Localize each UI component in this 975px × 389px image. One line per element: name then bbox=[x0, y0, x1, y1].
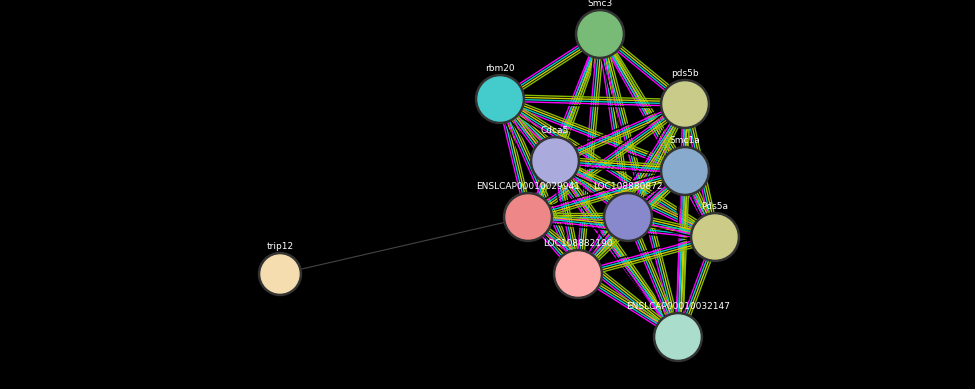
Text: LOC108880872: LOC108880872 bbox=[593, 182, 663, 191]
Circle shape bbox=[690, 212, 739, 261]
Circle shape bbox=[653, 312, 703, 361]
Circle shape bbox=[503, 193, 553, 242]
Circle shape bbox=[258, 252, 301, 296]
Text: ENSLCAP00010032147: ENSLCAP00010032147 bbox=[626, 302, 730, 311]
Text: Cdca5: Cdca5 bbox=[541, 126, 569, 135]
Circle shape bbox=[656, 315, 700, 359]
Text: Smc3: Smc3 bbox=[587, 0, 612, 8]
Text: ENSLCAP00010029941: ENSLCAP00010029941 bbox=[476, 182, 580, 191]
Circle shape bbox=[606, 195, 650, 239]
Text: LOC108882190: LOC108882190 bbox=[543, 239, 612, 248]
Circle shape bbox=[478, 77, 522, 121]
Circle shape bbox=[506, 195, 550, 239]
Circle shape bbox=[693, 215, 737, 259]
Circle shape bbox=[663, 82, 707, 126]
Text: pds5b: pds5b bbox=[671, 69, 699, 78]
Circle shape bbox=[530, 137, 579, 186]
Circle shape bbox=[554, 249, 603, 298]
Circle shape bbox=[261, 255, 299, 293]
Circle shape bbox=[660, 147, 710, 196]
Circle shape bbox=[575, 9, 625, 58]
Circle shape bbox=[556, 252, 600, 296]
Circle shape bbox=[578, 12, 622, 56]
Text: trip12: trip12 bbox=[266, 242, 293, 251]
Circle shape bbox=[604, 193, 652, 242]
Circle shape bbox=[533, 139, 577, 183]
Circle shape bbox=[476, 75, 525, 123]
Circle shape bbox=[663, 149, 707, 193]
Text: Smc1a: Smc1a bbox=[670, 136, 700, 145]
Text: rbm20: rbm20 bbox=[486, 64, 515, 73]
Text: Pds5a: Pds5a bbox=[701, 202, 728, 211]
Circle shape bbox=[660, 79, 710, 128]
